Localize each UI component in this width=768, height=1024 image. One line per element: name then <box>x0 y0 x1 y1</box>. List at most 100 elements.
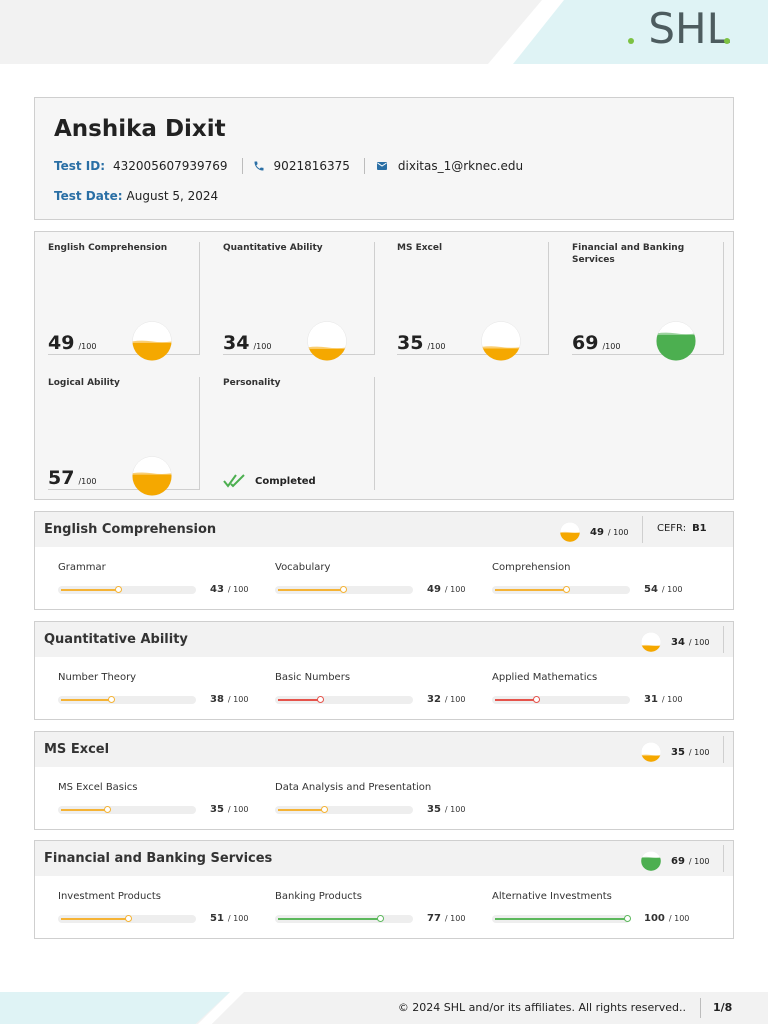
section-title: Financial and Banking Services <box>44 851 273 866</box>
subscore-fill <box>61 699 112 701</box>
subscore-fill <box>61 918 129 920</box>
cefr-level: CEFR: B1 <box>657 523 707 534</box>
score-card-ms-excel: MS Excel 35/100 <box>397 242 549 361</box>
subscore-name: Basic Numbers <box>275 672 351 683</box>
score-card-score: 34/100 <box>223 332 272 354</box>
subscore-knob <box>317 696 325 703</box>
subscore-track <box>275 806 413 814</box>
subscore-knob <box>339 586 347 593</box>
subscore-name: Grammar <box>58 562 106 573</box>
score-card-name: English Comprehension <box>48 243 168 253</box>
score-gauge-icon <box>307 321 347 361</box>
subscore-value: 43/ 100 <box>210 584 249 595</box>
subscore-fill <box>278 699 321 701</box>
section-title: English Comprehension <box>44 522 217 537</box>
header-divider <box>723 736 724 763</box>
score-card-score: 49/100 <box>48 332 97 354</box>
header-divider <box>723 845 724 872</box>
subscore-name: Investment Products <box>58 891 161 902</box>
subscore-value: 100/ 100 <box>644 913 690 924</box>
subscore-value: 38/ 100 <box>210 694 249 705</box>
subscore-value: 32/ 100 <box>427 694 466 705</box>
candidate-name: Anshika Dixit <box>54 116 226 142</box>
subscore-knob <box>114 586 122 593</box>
section-score: 69/ 100 <box>641 851 709 871</box>
subscore-knob <box>563 586 571 593</box>
subscore-alternative-investments: Alternative Investments 100/ 100 <box>492 891 692 924</box>
header-divider <box>642 516 643 543</box>
info-separator <box>241 158 243 174</box>
test-date-row: Test Date: August 5, 2024 <box>54 189 218 203</box>
subscore-name: Data Analysis and Presentation <box>275 782 432 793</box>
subscore-data-analysis: Data Analysis and Presentation 35/ 100 <box>275 782 475 815</box>
section-title: MS Excel <box>44 742 110 757</box>
phone-value: 9021816375 <box>273 159 350 173</box>
page-header: SHL <box>0 0 768 64</box>
subscore-track <box>58 586 196 594</box>
subscore-knob <box>104 806 112 813</box>
personality-status-label: Completed <box>255 475 316 487</box>
phone-icon <box>254 161 264 171</box>
subscore-knob <box>624 915 631 922</box>
subscore-fill <box>61 589 118 591</box>
subscore-value: 49/ 100 <box>427 584 466 595</box>
subscore-fill <box>278 809 325 811</box>
candidate-card: Anshika Dixit Test ID: 432005607939769 9… <box>34 97 734 220</box>
subscore-basic-numbers: Basic Numbers 32/ 100 <box>275 672 475 705</box>
subscore-value: 35/ 100 <box>210 804 249 815</box>
email-value: dixitas_1@rknec.edu <box>397 159 524 173</box>
subscore-name: Comprehension <box>492 562 571 573</box>
logo-dot-right <box>724 38 730 44</box>
footer-accent-band <box>0 992 230 1024</box>
subscore-track <box>58 696 196 704</box>
subscore-track <box>275 696 413 704</box>
section-title: Quantitative Ability <box>44 632 188 647</box>
mail-icon <box>376 162 387 170</box>
section-score: 49/ 100 <box>560 522 628 542</box>
score-card-name: Quantitative Ability <box>223 243 323 253</box>
shl-logo: SHL <box>648 4 730 53</box>
subscore-name: Banking Products <box>275 891 362 902</box>
score-card-english: English Comprehension 49/100 <box>48 242 200 361</box>
subscore-knob <box>532 696 540 703</box>
score-card-score: 69/100 <box>572 332 621 354</box>
score-card-name: Personality <box>223 378 281 388</box>
test-id-value: 432005607939769 <box>113 159 228 173</box>
subscore-track <box>492 696 630 704</box>
footer-divider <box>700 998 701 1018</box>
subscore-value: 54/ 100 <box>644 584 683 595</box>
test-date-value: August 5, 2024 <box>126 189 219 203</box>
subscore-investment-products: Investment Products 51/ 100 <box>58 891 258 924</box>
section-ms-excel: MS Excel 35/ 100 MS Excel Basics 35/ 100 … <box>34 731 734 830</box>
subscore-vocabulary: Vocabulary 49/ 100 <box>275 562 475 595</box>
score-card-name: MS Excel <box>397 243 443 253</box>
subscore-fill <box>61 809 108 811</box>
subscore-applied-mathematics: Applied Mathematics 31/ 100 <box>492 672 692 705</box>
subscore-track <box>58 806 196 814</box>
logo-dot-left <box>628 38 634 44</box>
subscore-value: 77/ 100 <box>427 913 466 924</box>
score-card-logical: Logical Ability 57/100 <box>48 377 200 496</box>
subscore-fill <box>278 589 343 591</box>
test-date-label: Test Date: <box>54 189 123 203</box>
copyright-text: © 2024 SHL and/or its affiliates. All ri… <box>397 1001 686 1014</box>
section-english-comprehension: English Comprehension 49/ 100 CEFR: B1 Gr… <box>34 511 734 610</box>
section-header: MS Excel 35/ 100 <box>35 732 733 767</box>
info-separator <box>363 158 365 174</box>
subscore-knob <box>125 915 133 922</box>
subscore-fill <box>278 918 380 920</box>
score-summary-grid: English Comprehension 49/100 Quantitativ… <box>34 231 734 500</box>
subscore-name: Alternative Investments <box>492 891 612 902</box>
section-header: English Comprehension 49/ 100 CEFR: B1 <box>35 512 733 547</box>
section-header: Quantitative Ability 34/ 100 <box>35 622 733 657</box>
subscore-fill <box>495 699 536 701</box>
section-quantitative-ability: Quantitative Ability 34/ 100 Number Theo… <box>34 621 734 720</box>
subscore-knob <box>376 915 384 922</box>
subscore-knob <box>108 696 116 703</box>
header-divider <box>723 626 724 653</box>
page-footer: © 2024 SHL and/or its affiliates. All ri… <box>0 992 768 1024</box>
section-score: 35/ 100 <box>641 742 709 762</box>
subscore-value: 51/ 100 <box>210 913 249 924</box>
test-id-label: Test ID: <box>54 159 106 173</box>
score-gauge-icon <box>132 456 172 496</box>
